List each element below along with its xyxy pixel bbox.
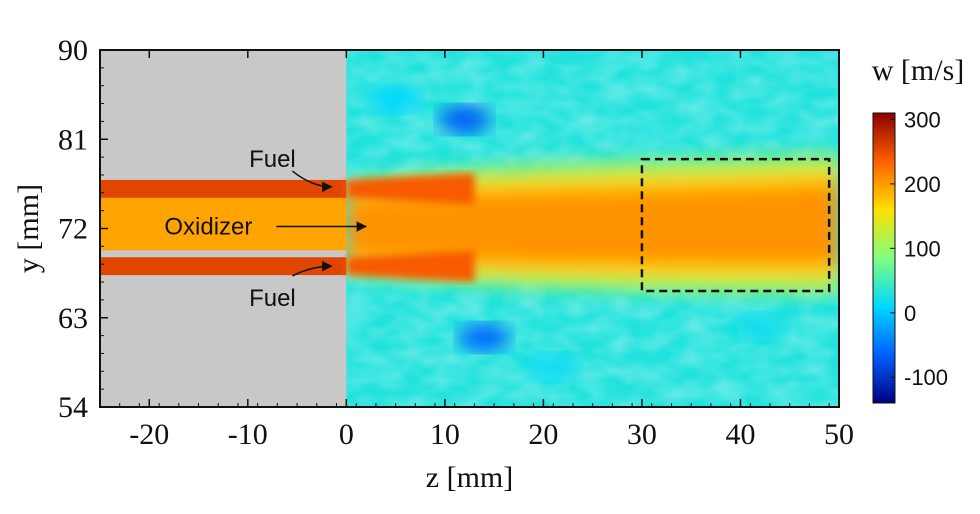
fuel-jet-extension-band	[346, 172, 475, 205]
y-tick-label: 54	[58, 391, 88, 424]
annotations: Fuel Oxidizer Fuel	[164, 146, 368, 312]
annotation-label-1: Fuel	[249, 146, 296, 173]
y-axis-label: y [mm]	[12, 184, 45, 273]
x-tick-label: -20	[129, 418, 169, 451]
x-tick-label: -10	[228, 418, 268, 451]
low-velocity-pocket-5	[734, 313, 787, 342]
field-layer	[100, 50, 839, 407]
colorbar: -100 0 100 200 300 w [m/s]	[872, 54, 965, 404]
x-tick-label: 20	[528, 418, 558, 451]
fuel-jet-1	[100, 179, 347, 198]
x-tick-label: 50	[824, 418, 854, 451]
colorbar-tick-label: 300	[904, 107, 941, 132]
plot-area	[100, 50, 839, 407]
axes: -20 -10 0 10 20 30 40 50 54 63 72 81 90 z [mm] y [mm]	[12, 34, 854, 494]
low-velocity-pocket-shape	[734, 313, 787, 342]
x-tick-label: 30	[627, 418, 657, 451]
x-tick-label: 40	[725, 418, 755, 451]
fuel-jet-extension-1	[346, 172, 475, 205]
y-tick-label: 63	[58, 302, 88, 335]
low-velocity-pocket-shape	[458, 323, 511, 352]
annotation-label-2: Oxidizer	[164, 214, 252, 241]
x-tick-label: 0	[339, 418, 354, 451]
low-velocity-pocket-4	[527, 353, 580, 382]
low-velocity-pocket-shape	[527, 353, 580, 382]
x-axis-label: z [mm]	[426, 461, 513, 494]
colorbar-tick-label: -100	[904, 365, 948, 390]
colorbar-tick-label: 0	[904, 301, 916, 326]
oxidizer-stream	[100, 196, 347, 251]
y-tick-label: 72	[58, 213, 88, 246]
low-velocity-pocket-shape	[438, 105, 491, 134]
annotation-label-3: Fuel	[249, 285, 296, 312]
annotation-arrow-3	[292, 260, 333, 277]
colorbar-tick-label: 200	[904, 172, 941, 197]
colorbar-gradient	[872, 112, 896, 404]
region-of-interest-box	[640, 157, 831, 293]
low-velocity-pocket-1	[438, 105, 491, 134]
fuel-jet-extension-band	[346, 250, 475, 283]
x-tick-label: 10	[430, 418, 460, 451]
low-velocity-pocket-shape	[369, 85, 422, 114]
colorbar-label: w [m/s]	[872, 54, 965, 87]
y-tick-label: 90	[58, 34, 88, 67]
low-velocity-pocket-2	[458, 323, 511, 352]
colorbar-tick-label: 100	[904, 236, 941, 261]
y-tick-label: 81	[58, 123, 88, 156]
low-velocity-pocket-3	[369, 85, 422, 114]
fuel-jet-extension-2	[346, 250, 475, 283]
fuel-jet-2	[100, 257, 347, 276]
annotation-arrow-1	[291, 170, 333, 193]
